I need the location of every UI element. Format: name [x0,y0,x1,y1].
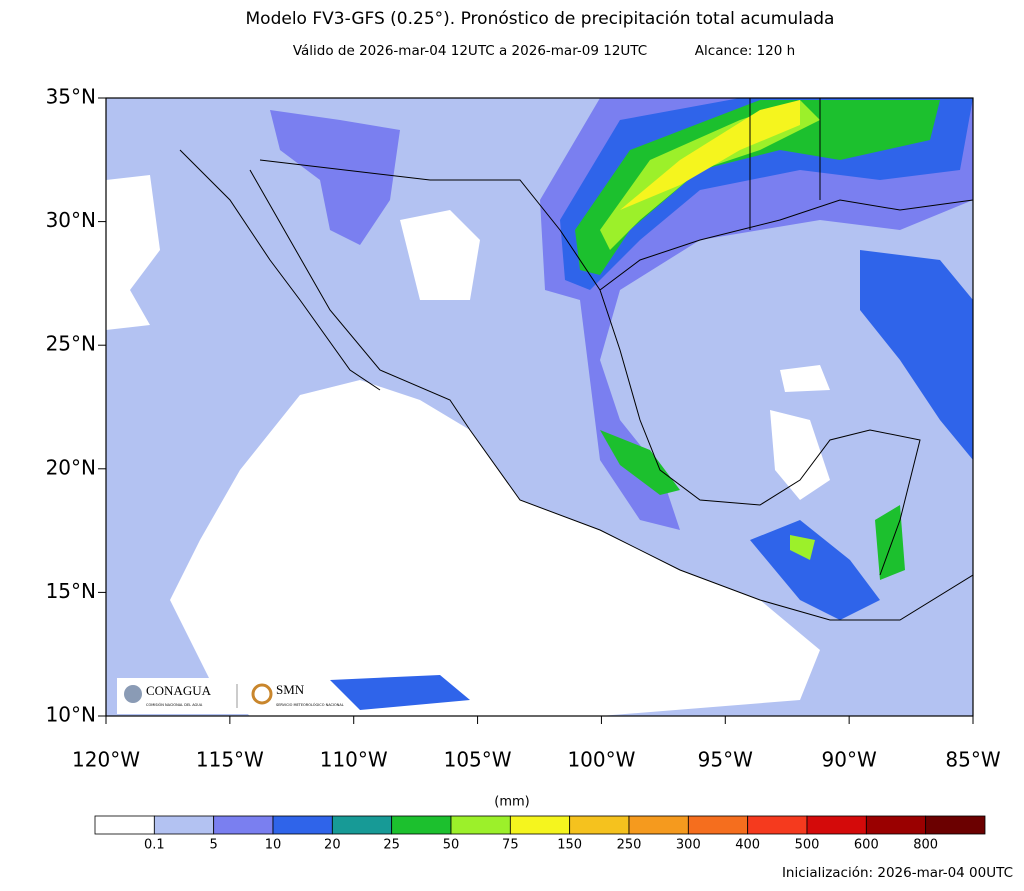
lon-label: 115°W [196,748,264,772]
colorbar-label: 400 [735,838,760,853]
smn-icon [251,683,273,705]
colorbar-label: 600 [854,838,879,853]
lat-label: 30°N [46,208,96,232]
colorbar-swatch [509,815,571,835]
conagua-icon [124,685,142,703]
lon-label: 110°W [320,748,388,772]
rain-area [270,110,400,245]
lon-label: 105°W [444,748,512,772]
dry-region [106,175,160,330]
map-area: CONAGUA COMISIÓN NACIONAL DEL AGUA SMN S… [106,98,973,716]
colorbar-label: 5 [210,838,218,853]
colorbar-label: 25 [383,838,400,853]
colorbar-label: 75 [502,838,519,853]
colorbar-label: 50 [443,838,460,853]
lon-label: 85°W [945,748,1000,772]
lon-label: 120°W [72,748,140,772]
colorbar-swatch [806,815,867,835]
colorbar-label: 0.1 [144,838,165,853]
colorbar-swatch [747,815,808,835]
colorbar-label: 300 [676,838,701,853]
lat-label: 20°N [46,455,96,479]
smn-subtitle: SERVICIO METEOROLÓGICO NACIONAL [276,702,344,707]
colorbar-swatch [450,815,511,835]
footer: Inicialización: 2026-mar-04 00UTC [782,865,1013,881]
colorbar-swatch [213,815,274,835]
logo-box [117,678,322,714]
colorbar-swatch [569,815,630,835]
rain-area [790,535,815,560]
colorbar-swatch [94,815,155,835]
colorbar-swatch [331,815,393,835]
validity: Válido de 2026-mar-04 12UTC a 2026-mar-0… [293,43,647,59]
dry-region [770,410,830,500]
colorbar-swatch [272,815,333,835]
colorbar-swatch [153,815,215,835]
colorbar-label: 250 [617,838,642,853]
colorbar-swatch [628,815,689,835]
dry-region [780,365,830,392]
map-frame [105,97,974,717]
colorbar-label: 150 [557,838,582,853]
lon-label: 100°W [567,748,635,772]
smn-name: SMN [276,682,305,697]
rain-area [330,675,470,710]
rain-area [575,100,940,275]
rain-area [750,520,880,620]
dry-region [170,380,820,716]
lat-label: 35°N [46,85,96,109]
rain-area [600,430,680,495]
colorbar-label: 10 [265,838,282,853]
colorbar-label: 20 [324,838,341,853]
lat-label: 10°N [46,703,96,727]
colorbar-label: 500 [795,838,820,853]
colorbar-unit: (mm) [494,795,529,810]
lon-label: 90°W [822,748,877,772]
lon-label: 95°W [698,748,753,772]
colorbar-swatch [687,815,749,835]
colorbar-swatch [391,815,452,835]
coastline [179,98,973,621]
colorbar-swatch [865,815,927,835]
colorbar-label: 800 [913,838,938,853]
logos: CONAGUA COMISIÓN NACIONAL DEL AGUA SMN S… [117,678,344,714]
lat-label: 15°N [46,579,96,603]
rain-area [620,100,800,210]
range: Alcance: 120 h [695,43,795,59]
rain-area [875,505,905,580]
colorbar-swatch [925,815,986,835]
conagua-name: CONAGUA [146,683,212,698]
lat-label: 25°N [46,332,96,356]
title: Modelo FV3-GFS (0.25°). Pronóstico de pr… [246,9,835,29]
conagua-subtitle: COMISIÓN NACIONAL DEL AGUA [146,702,203,707]
dry-region [400,210,480,300]
rain-area [860,250,973,460]
